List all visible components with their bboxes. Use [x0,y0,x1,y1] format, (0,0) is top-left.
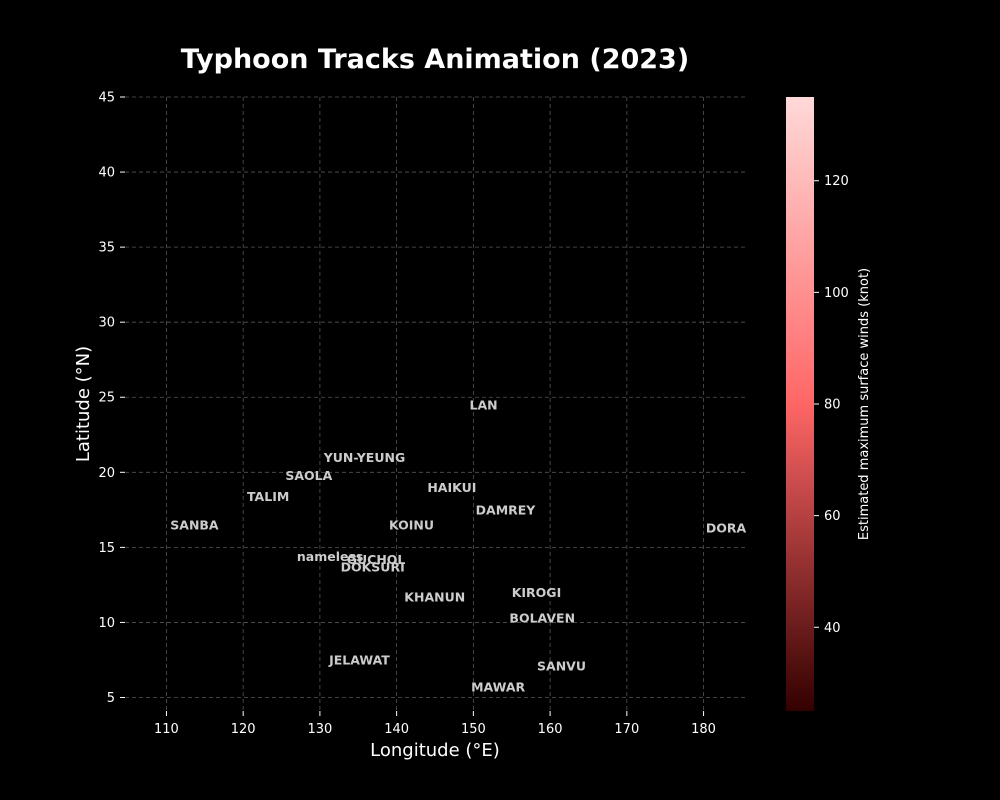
storm-label-damrey: DAMREY [476,502,537,517]
storm-label-sanvu: SANVU [537,658,586,673]
colorbar-label: Estimated maximum surface winds (knot) [857,268,872,540]
colorbar-tick-label: 100 [824,286,849,301]
y-tick-label: 15 [98,541,115,556]
storm-label-guchol: GUCHOL [347,552,406,567]
storm-label-talim: TALIM [247,489,289,504]
x-tick-label: 170 [614,722,639,737]
x-tick-label: 130 [307,722,332,737]
storm-label-haikui: HAIKUI [427,480,476,495]
x-tick-label: 160 [538,722,563,737]
storm-label-nameless: nameless [297,549,363,564]
x-axis-ticks: 110 120 130 140 150 160 170 180 [154,711,716,737]
colorbar: 40 60 80 100 120 Estimated maximum surface w… [786,97,872,711]
x-tick-label: 110 [154,722,179,737]
storm-label-mawar: MAWAR [471,679,525,694]
chart-title: Typhoon Tracks Animation (2023) [181,44,689,75]
x-tick-label: 180 [691,722,716,737]
colorbar-tick-label: 60 [824,509,841,524]
storm-label-jelawat: JELAWAT [328,652,390,667]
y-axis-ticks: 5 10 15 20 25 30 35 40 45 [98,91,125,706]
storm-label-doksuri: DOKSURI [341,559,405,574]
y-tick-label: 40 [98,166,115,181]
storm-label-saola: SAOLA [285,468,332,483]
y-tick-label: 25 [98,391,115,406]
x-tick-label: 120 [231,722,256,737]
storm-label-bolaven: BOLAVEN [509,610,575,625]
x-tick-label: 140 [384,722,409,737]
y-tick-label: 5 [107,691,115,706]
colorbar-ticks: 40 60 80 100 120 [814,174,849,636]
y-tick-label: 30 [98,316,115,331]
y-tick-label: 35 [98,241,115,256]
x-tick-label: 150 [461,722,486,737]
storm-label-koinu: KOINU [389,517,434,532]
storm-label-yun-yeung: YUN-YEUNG [323,450,405,465]
x-axis-label: Longitude (°E) [370,740,500,761]
y-tick-label: 20 [98,466,115,481]
y-tick-label: 45 [98,91,115,106]
storm-label-dora: DORA [706,520,747,535]
colorbar-gradient [786,97,814,711]
y-axis-label: Latitude (°N) [73,346,94,462]
colorbar-tick-label: 120 [824,174,849,189]
storm-label-kirogi: KIROGI [512,585,562,600]
storm-label-lan: LAN [470,397,498,412]
colorbar-tick-label: 40 [824,621,841,636]
storm-label-sanba: SANBA [170,517,219,532]
axes [124,97,745,712]
colorbar-tick-label: 80 [824,398,841,413]
y-tick-label: 10 [98,616,115,631]
storm-label-khanun: KHANUN [404,589,465,604]
grid [125,96,745,711]
